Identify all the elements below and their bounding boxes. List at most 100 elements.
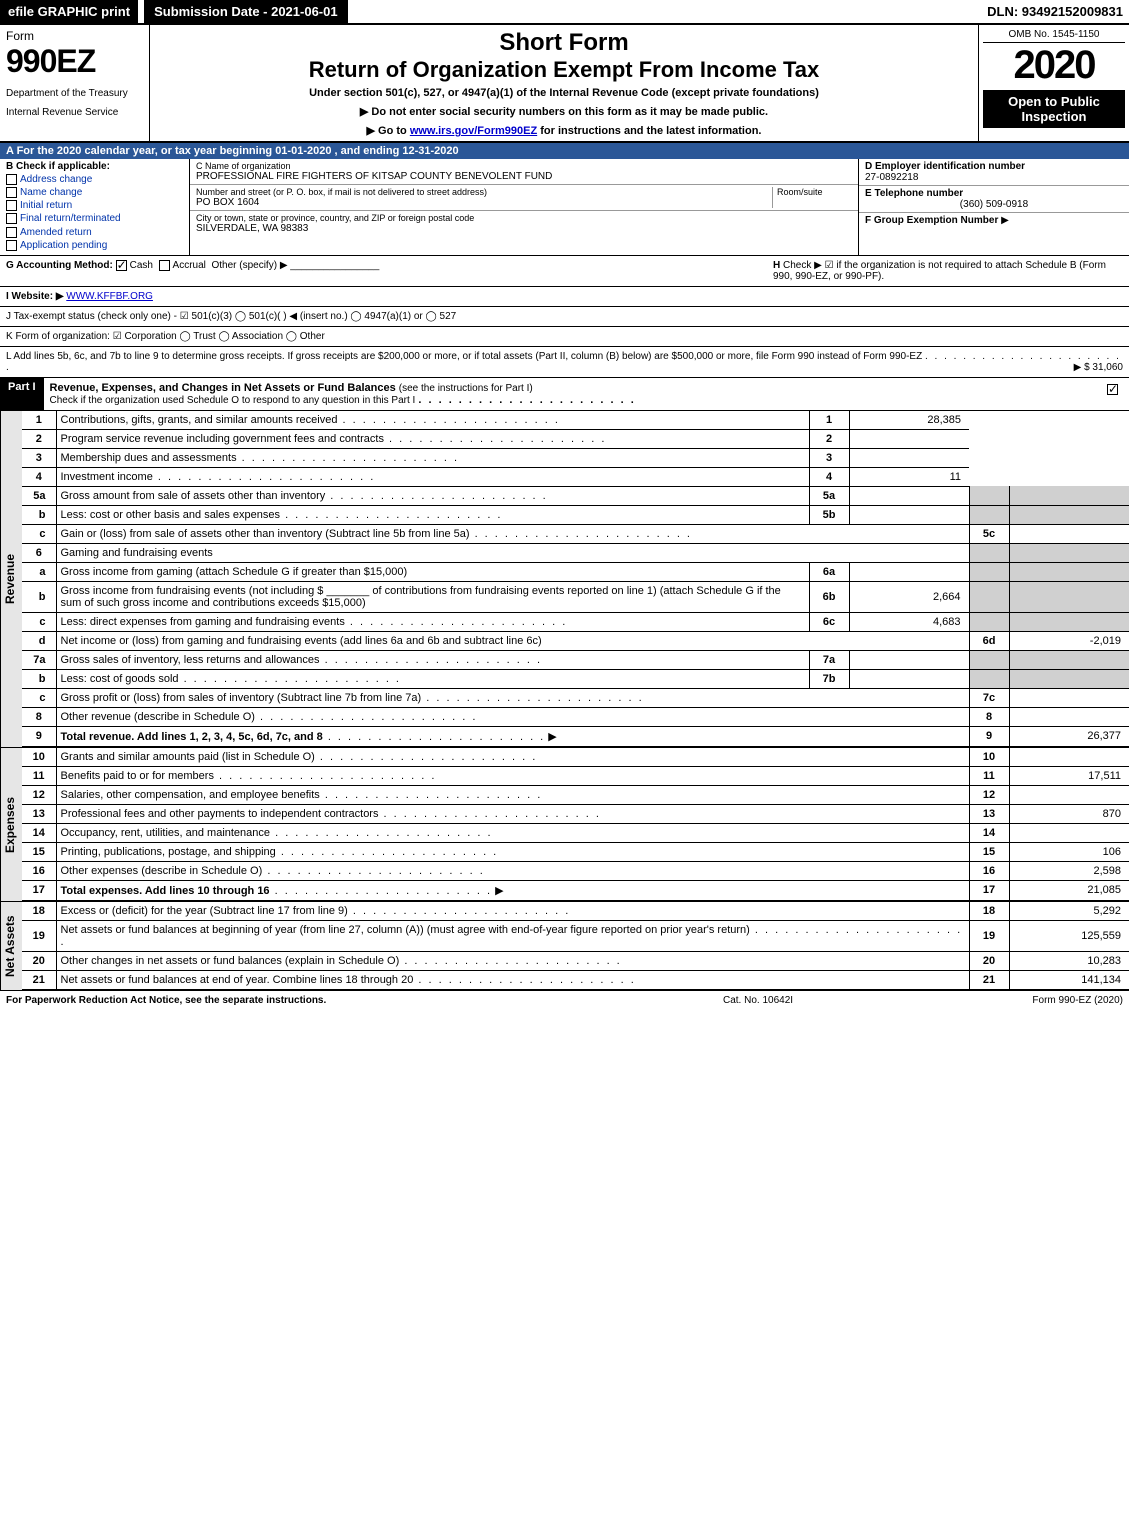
part1-title: Revenue, Expenses, and Changes in Net As… xyxy=(50,382,396,394)
go-to-prefix: Go to xyxy=(378,125,410,137)
line-5c-val xyxy=(1009,524,1129,543)
line-14-val xyxy=(1009,823,1129,842)
form-number: 990EZ xyxy=(6,43,143,80)
irs-label: Internal Revenue Service xyxy=(6,107,143,118)
website-link[interactable]: WWW.KFFBF.ORG xyxy=(66,291,153,302)
dln-label: DLN: 93492152009831 xyxy=(987,4,1129,19)
line-10-val xyxy=(1009,748,1129,767)
room-label: Room/suite xyxy=(777,187,852,197)
phone: (360) 509-0918 xyxy=(865,199,1123,210)
right-column: D Employer identification number 27-0892… xyxy=(859,159,1129,255)
under-section: Under section 501(c), 527, or 4947(a)(1)… xyxy=(158,87,970,99)
line-8-val xyxy=(1009,707,1129,726)
page-footer: For Paperwork Reduction Act Notice, see … xyxy=(0,991,1129,1010)
form-header: Form 990EZ Department of the Treasury In… xyxy=(0,25,1129,143)
do-not-enter: Do not enter social security numbers on … xyxy=(158,105,970,118)
form-id-cell: Form 990EZ Department of the Treasury In… xyxy=(0,25,150,141)
title-cell: Short Form Return of Organization Exempt… xyxy=(150,25,979,141)
cash-checkbox[interactable] xyxy=(116,260,127,271)
go-to-line: Go to www.irs.gov/Form990EZ for instruct… xyxy=(158,124,970,137)
expenses-table: 10Grants and similar amounts paid (list … xyxy=(22,748,1129,901)
l-amount: ▶ $ 31,060 xyxy=(1074,362,1123,373)
line-7c-val xyxy=(1009,688,1129,707)
line-2-val xyxy=(849,429,969,448)
go-to-link[interactable]: www.irs.gov/Form990EZ xyxy=(410,125,537,137)
return-title: Return of Organization Exempt From Incom… xyxy=(158,57,970,83)
j-tax-exempt-row: J Tax-exempt status (check only one) - ☑… xyxy=(0,307,1129,327)
footer-form: Form 990-EZ (2020) xyxy=(923,995,1123,1006)
line-3-val xyxy=(849,448,969,467)
line-19-val: 125,559 xyxy=(1009,920,1129,951)
part1-label: Part I xyxy=(0,378,44,410)
l-row: L Add lines 5b, 6c, and 7b to line 9 to … xyxy=(0,347,1129,378)
check-initial-return[interactable]: Initial return xyxy=(6,200,183,211)
line-18-val: 5,292 xyxy=(1009,902,1129,921)
f-label: F Group Exemption Number xyxy=(865,215,998,226)
check-name-change[interactable]: Name change xyxy=(6,187,183,198)
check-b-title: B Check if applicable: xyxy=(6,161,183,172)
check-application-pending[interactable]: Application pending xyxy=(6,240,183,251)
efile-label[interactable]: efile GRAPHIC print xyxy=(0,0,138,23)
expenses-section: Expenses 10Grants and similar amounts pa… xyxy=(0,748,1129,902)
f-arrow: ▶ xyxy=(1001,215,1009,226)
e-label: E Telephone number xyxy=(865,188,1123,199)
g-h-row: G Accounting Method: Cash Accrual Other … xyxy=(0,256,1129,287)
l-text: L Add lines 5b, 6c, and 7b to line 9 to … xyxy=(6,351,922,362)
go-to-suffix: for instructions and the latest informat… xyxy=(540,125,761,137)
address: PO BOX 1604 xyxy=(196,197,772,208)
accrual-checkbox[interactable] xyxy=(159,260,170,271)
part1-header-row: Part I Revenue, Expenses, and Changes in… xyxy=(0,378,1129,411)
dept-treasury: Department of the Treasury xyxy=(6,88,143,99)
line-11-val: 17,511 xyxy=(1009,766,1129,785)
revenue-table: 1Contributions, gifts, grants, and simil… xyxy=(22,411,1129,747)
line-6c-val: 4,683 xyxy=(849,612,969,631)
net-assets-side-label: Net Assets xyxy=(0,902,22,990)
name-column: C Name of organization PROFESSIONAL FIRE… xyxy=(190,159,859,255)
check-address-change[interactable]: Address change xyxy=(6,174,183,185)
h-check: H Check ▶ ☑ if the organization is not r… xyxy=(773,260,1123,282)
line-1-val: 28,385 xyxy=(849,411,969,430)
part1-check-note: Check if the organization used Schedule … xyxy=(50,395,416,406)
omb-number: OMB No. 1545-1150 xyxy=(983,29,1125,43)
check-final-return[interactable]: Final return/terminated xyxy=(6,213,183,224)
line-4-val: 11 xyxy=(849,467,969,486)
line-20-val: 10,283 xyxy=(1009,951,1129,970)
line-6b-val: 2,664 xyxy=(849,581,969,612)
tax-year: 2020 xyxy=(983,43,1125,88)
g-accounting: G Accounting Method: Cash Accrual Other … xyxy=(6,260,773,282)
line-a: A For the 2020 calendar year, or tax yea… xyxy=(0,143,1129,159)
line-15-val: 106 xyxy=(1009,842,1129,861)
i-website-row: I Website: ▶ WWW.KFFBF.ORG xyxy=(0,287,1129,307)
top-bar: efile GRAPHIC print Submission Date - 20… xyxy=(0,0,1129,25)
line-9-val: 26,377 xyxy=(1009,726,1129,746)
open-public: Open to Public Inspection xyxy=(983,90,1125,128)
info-block: B Check if applicable: Address change Na… xyxy=(0,159,1129,256)
footer-catno: Cat. No. 10642I xyxy=(723,995,923,1006)
line-16-val: 2,598 xyxy=(1009,861,1129,880)
line-17-val: 21,085 xyxy=(1009,880,1129,900)
org-name: PROFESSIONAL FIRE FIGHTERS OF KITSAP COU… xyxy=(196,171,852,182)
part1-check-o[interactable] xyxy=(1099,378,1129,410)
g-label: G Accounting Method: xyxy=(6,260,113,271)
ein: 27-0892218 xyxy=(865,172,1123,183)
d-label: D Employer identification number xyxy=(865,161,1123,172)
c-label: C Name of organization xyxy=(196,161,852,171)
line-13-val: 870 xyxy=(1009,804,1129,823)
line-12-val xyxy=(1009,785,1129,804)
city-state-zip: SILVERDALE, WA 98383 xyxy=(196,223,852,234)
addr-label: Number and street (or P. O. box, if mail… xyxy=(196,187,772,197)
check-amended-return[interactable]: Amended return xyxy=(6,227,183,238)
i-label: I Website: ▶ xyxy=(6,291,64,302)
form-label: Form xyxy=(6,29,143,43)
k-form-row: K Form of organization: ☑ Corporation ◯ … xyxy=(0,327,1129,347)
net-assets-table: 18Excess or (deficit) for the year (Subt… xyxy=(22,902,1129,990)
short-form-title: Short Form xyxy=(158,29,970,57)
line-6d-val: -2,019 xyxy=(1009,631,1129,650)
check-b-column: B Check if applicable: Address change Na… xyxy=(0,159,190,255)
net-assets-section: Net Assets 18Excess or (deficit) for the… xyxy=(0,902,1129,991)
year-cell: OMB No. 1545-1150 2020 Open to Public In… xyxy=(979,25,1129,141)
city-label: City or town, state or province, country… xyxy=(196,213,852,223)
line-21-val: 141,134 xyxy=(1009,970,1129,989)
part1-title-wrap: Revenue, Expenses, and Changes in Net As… xyxy=(44,378,1099,410)
revenue-section: Revenue 1Contributions, gifts, grants, a… xyxy=(0,411,1129,748)
